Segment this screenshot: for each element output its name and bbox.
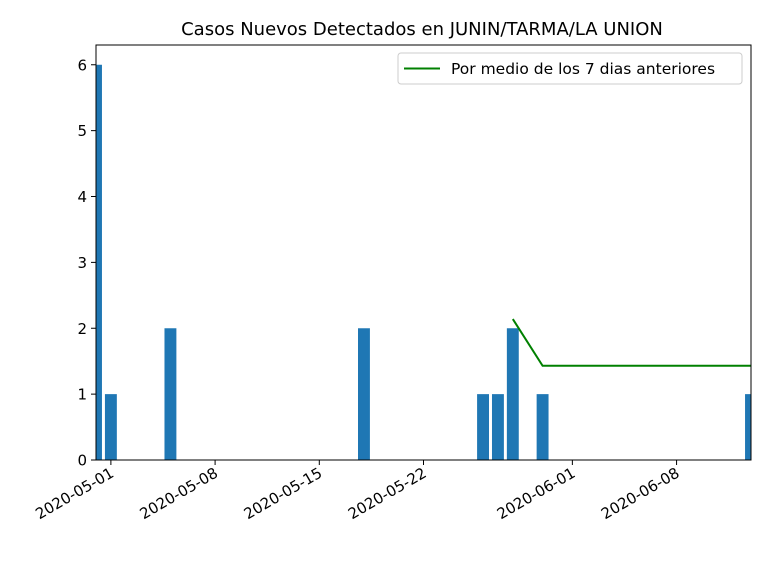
y-tick-label: 1	[77, 386, 87, 404]
x-tick-label: 2020-05-01	[32, 464, 117, 523]
y-tick-label: 3	[77, 254, 87, 272]
bar	[358, 328, 370, 460]
plot-frame	[95, 44, 752, 461]
bars-layer	[96, 64, 751, 460]
y-tick-label: 4	[77, 188, 87, 206]
bar	[164, 328, 177, 460]
y-tick-label: 0	[77, 452, 87, 470]
y-tick-label: 5	[77, 122, 87, 140]
legend: Por medio de los 7 dias anteriores	[397, 52, 743, 85]
bar	[506, 328, 519, 460]
bar	[491, 394, 504, 460]
x-tick-label: 2020-05-22	[345, 464, 430, 523]
x-tick-label: 2020-06-01	[494, 464, 579, 523]
line-layer	[511, 318, 751, 367]
chart-title: Casos Nuevos Detectados en JUNIN/TARMA/L…	[181, 19, 663, 40]
ticks-layer: 0 1 2 3 4 5 6 2020-05-01 2020-05-08 2020-05-15 202…	[32, 56, 682, 523]
x-tick-label: 2020-06-08	[598, 464, 683, 523]
axes-layer	[95, 44, 752, 461]
x-tick-label: 2020-05-15	[241, 464, 326, 523]
bar	[745, 394, 751, 460]
x-tick-label: 2020-05-08	[137, 464, 222, 523]
bar	[536, 394, 549, 460]
y-tick-label: 6	[77, 56, 87, 74]
legend-box	[397, 52, 743, 85]
series-line	[511, 318, 751, 367]
y-tick-label: 2	[77, 320, 87, 338]
bar	[477, 394, 489, 460]
bar	[96, 64, 102, 460]
bar	[104, 394, 117, 460]
legend-entry-label: Por medio de los 7 dias anteriores	[451, 60, 715, 78]
